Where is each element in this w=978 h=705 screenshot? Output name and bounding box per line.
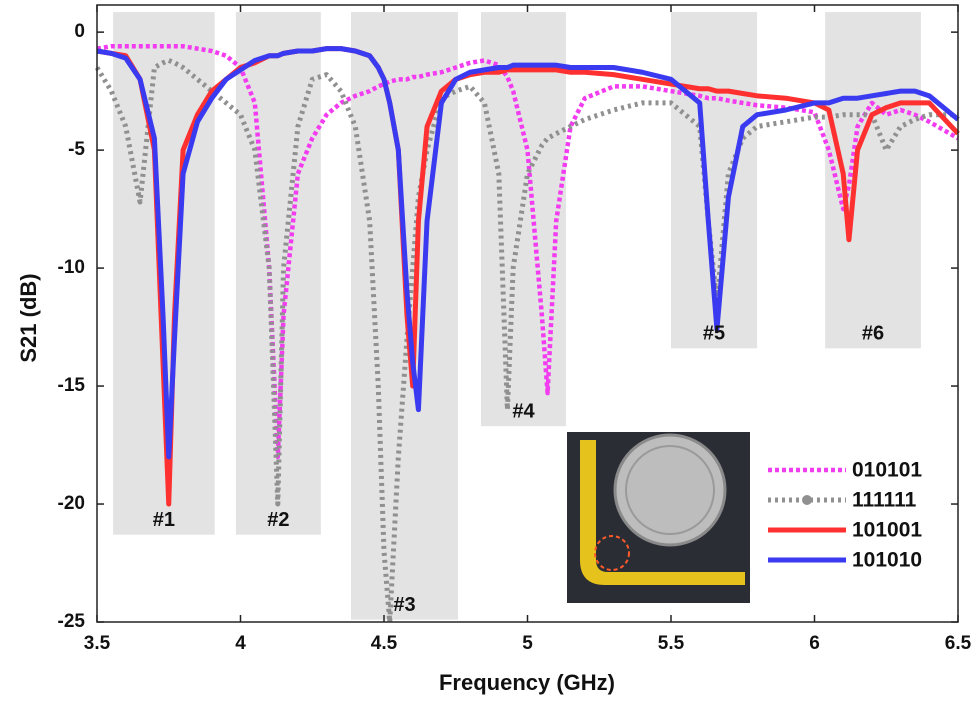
y-tick-label: -5 xyxy=(68,139,85,160)
series-line xyxy=(96,46,960,460)
photo-highlight xyxy=(594,535,630,571)
region-label: #6 xyxy=(862,323,884,345)
region-label: #1 xyxy=(153,509,175,531)
region xyxy=(481,12,566,427)
y-tick-label: 0 xyxy=(74,21,85,42)
region xyxy=(825,12,921,349)
x-tick-label: 3.5 xyxy=(84,633,111,654)
x-tick-label: 4.5 xyxy=(371,633,398,654)
y-tick-label: -25 xyxy=(58,611,86,632)
legend-marker xyxy=(802,495,812,505)
x-tick-label: 6.5 xyxy=(945,633,972,654)
region-label: #2 xyxy=(267,509,289,531)
inset-photo xyxy=(567,432,750,603)
photo-coin-rim xyxy=(625,445,715,535)
x-tick-label: 5 xyxy=(522,633,533,654)
y-tick-label: -10 xyxy=(58,257,85,278)
legend-label: 101010 xyxy=(852,549,922,572)
x-tick-label: 5.5 xyxy=(658,633,685,654)
axes: #1 #2 #3 #4 #5 #6 3.5 4 4.5 5 5.5 6 6.5 0 -5 -10 -15 -20 -… xyxy=(58,4,972,654)
x-tick-label: 4 xyxy=(235,633,246,654)
region-label: #3 xyxy=(393,594,415,616)
region-label: #4 xyxy=(512,400,535,422)
series-line xyxy=(94,57,958,625)
legend: 010101 111111 101001 101010 xyxy=(768,459,922,572)
region-label: #5 xyxy=(703,323,725,345)
x-axis-label: Frequency (GHz) xyxy=(439,670,615,695)
y-tick-label: -20 xyxy=(58,493,85,514)
legend-label: 101001 xyxy=(852,519,922,542)
legend-label: 111111 xyxy=(852,489,917,512)
lines xyxy=(94,44,960,625)
photo-coin xyxy=(613,433,727,547)
region xyxy=(113,12,215,535)
y-tick-label: -15 xyxy=(58,375,86,396)
y-axis-label: S21 (dB) xyxy=(16,273,41,362)
x-tick-label: 6 xyxy=(809,633,820,654)
legend-label: 010101 xyxy=(852,459,922,482)
photo-substrate xyxy=(580,440,745,585)
